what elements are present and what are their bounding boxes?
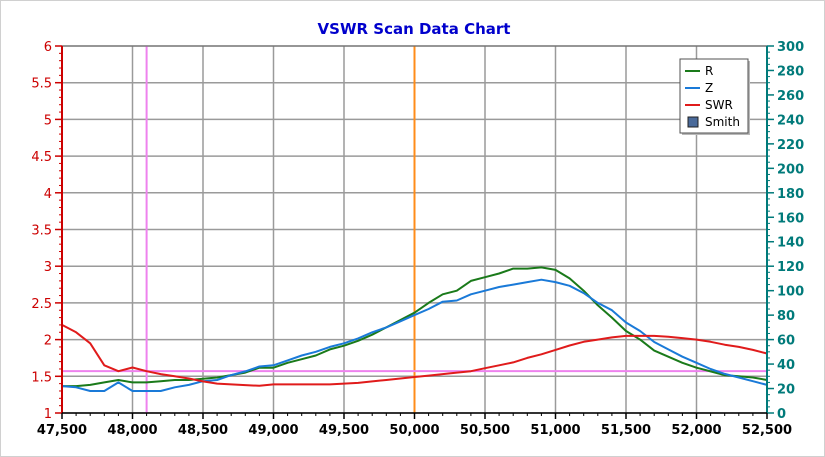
right-axis-tick-label: 40 [777,358,795,373]
x-axis-tick-label: 49,000 [248,423,298,438]
right-axis-tick-label: 20 [777,383,795,398]
left-axis-tick-label: 6 [44,40,52,55]
right-axis-tick-label: 200 [777,162,804,177]
legend-swatch-smith [687,116,699,128]
left-axis-tick-label: 3 [44,260,52,275]
right-axis-tick-label: 120 [777,260,804,275]
series-line-z [61,278,768,392]
x-axis-tick-label: 51,000 [530,423,580,438]
x-axis-tick-label: 50,000 [389,423,439,438]
x-axis-tick-label: 50,500 [460,423,510,438]
left-y-axis: 1 1.5 2 2.5 3 3.5 4 4.5 5 5.5 6 [31,40,63,422]
left-axis-tick-label: 4.5 [31,150,52,165]
legend-label-z: Z [705,81,713,95]
right-axis-tick-label: 260 [777,89,804,104]
right-axis-tick-label: 160 [777,211,804,226]
chart-title: VSWR Scan Data Chart [318,20,511,38]
x-axis-tick-label: 48,500 [178,423,228,438]
left-axis-tick-label: 1.5 [31,370,52,385]
right-axis-tick-label: 100 [777,285,804,300]
left-axis-tick-label: 3.5 [31,224,52,239]
right-axis-tick-label: 0 [777,407,786,422]
x-axis-tick-label: 51,500 [601,423,651,438]
right-y-axis: 0 20 40 60 80 100 120 140 160 180 200 220 240 260 280 3… [766,40,804,422]
series-lines [61,266,768,392]
x-axis: 47,500 48,000 48,500 49,000 49,500 50,000 50,5… [37,412,792,438]
right-axis-tick-label: 280 [777,64,804,79]
x-axis-tick-label: 52,500 [742,423,792,438]
x-axis-tick-label: 52,000 [671,423,721,438]
left-axis-tick-label: 2 [44,334,52,349]
right-axis-tick-label: 180 [777,187,804,202]
legend-label-r: R [705,64,713,78]
x-axis-tick-label: 47,500 [37,423,87,438]
legend-label-smith: Smith [705,115,740,129]
right-axis-tick-label: 140 [777,236,804,251]
legend[interactable]: RZ SWR Smith [679,58,750,135]
left-axis-tick-label: 1 [44,407,52,422]
marker-lines [62,46,767,413]
right-axis-tick-label: 80 [777,309,795,324]
left-axis-tick-label: 2.5 [31,297,52,312]
legend-label-swr: SWR [705,98,733,112]
left-axis-tick-label: 5 [44,113,52,128]
right-axis-tick-label: 60 [777,334,795,349]
right-axis-tick-label: 240 [777,113,804,128]
x-axis-tick-label: 48,000 [107,423,157,438]
right-axis-tick-label: 220 [777,138,804,153]
x-axis-tick-label: 49,500 [319,423,369,438]
series-line-r [62,266,768,388]
left-axis-tick-label: 4 [44,187,52,202]
left-axis-tick-label: 5.5 [31,77,52,92]
right-axis-tick-label: 300 [777,40,804,55]
series-line-swr [61,324,768,387]
